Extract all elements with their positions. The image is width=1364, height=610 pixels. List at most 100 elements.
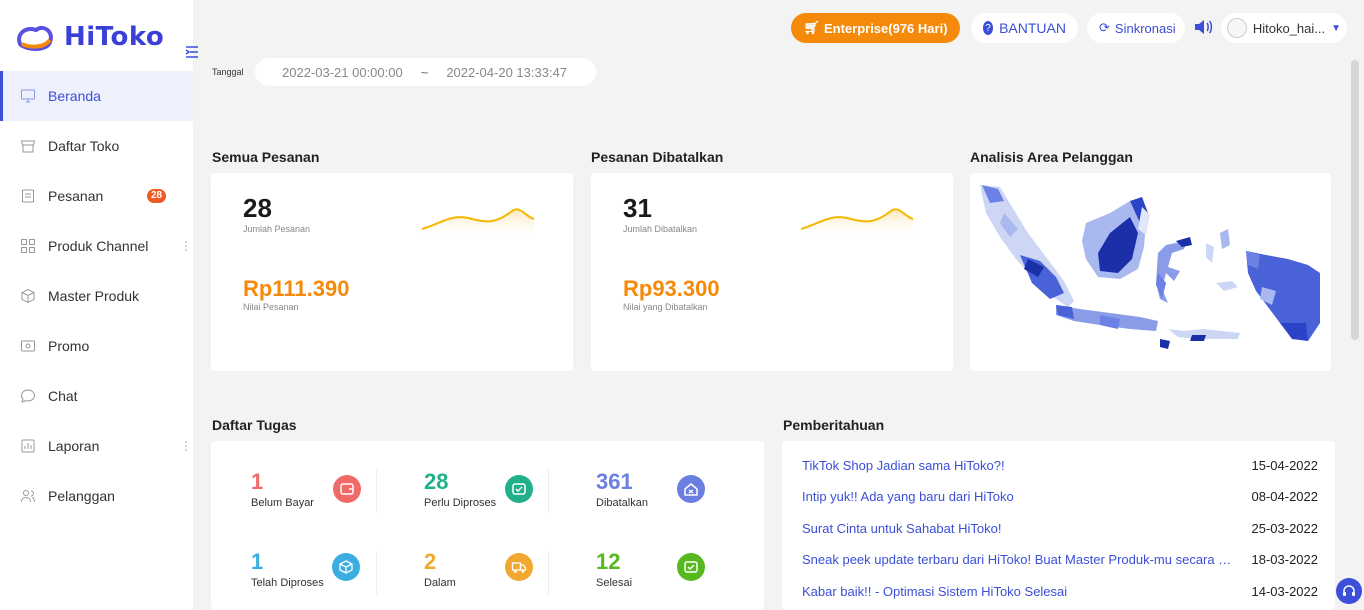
task-perlu-diproses[interactable]: 28 Perlu Diproses [424,469,534,519]
area-title: Analisis Area Pelanggan [970,149,1133,165]
date-start: 2022-03-21 00:00:00 [282,64,403,80]
sidebar-item-chat[interactable]: Chat [0,371,193,421]
store-icon [19,137,37,155]
sidebar-item-daftar-toko[interactable]: Daftar Toko [0,121,193,171]
notification-title[interactable]: Kabar baik!! - Optimasi Sistem HiToko Se… [802,584,1068,599]
sidebar-item-label: Chat [48,388,78,404]
orders-count: 28 [243,193,272,223]
notification-title[interactable]: Intip yuk!! Ada yang baru dari HiToko [802,489,1014,504]
task-dibatalkan[interactable]: 361 Dibatalkan [596,469,706,519]
wallet-icon [333,475,361,503]
sidebar-item-produk-channel[interactable]: Produk Channel ⋮ [0,221,193,271]
divider [548,551,549,595]
task-label: Perlu Diproses [424,497,497,509]
notification-title[interactable]: Sneak peek update terbaru dari HiToko! B… [802,552,1242,567]
notification-date: 18-03-2022 [1251,552,1319,567]
sidebar-item-label: Promo [48,338,90,354]
box-icon [332,553,360,581]
task-label: Dalam [424,577,456,589]
sidebar-item-label: Master Produk [48,288,140,304]
enterprise-label: Enterprise(976 Hari) [823,20,948,36]
user-menu[interactable]: Hitoko_hai... ▼ [1221,13,1347,43]
support-headset-icon[interactable] [1336,578,1362,604]
sync-icon: ⟳ [1099,20,1110,35]
sync-button[interactable]: ⟳ Sinkronasi [1087,13,1185,43]
package-icon [505,475,533,503]
sidebar-item-pesanan[interactable]: Pesanan 28 [0,171,193,221]
orders-card: 28 Jumlah Pesanan Rp111.390 Nilai Pesana… [211,173,573,371]
divider [376,551,377,595]
help-button[interactable]: ? BANTUAN [971,13,1078,43]
collapse-menu-icon[interactable] [185,45,199,64]
order-icon [19,187,37,205]
task-telah-diproses[interactable]: 1 Telah Diproses [251,549,361,599]
indonesia-map [980,185,1320,349]
date-end: 2022-04-20 13:33:47 [446,64,568,80]
sidebar: HiToko Beranda Daftar Toko Pesanan 28 Pr… [0,0,198,610]
notification-title[interactable]: TikTok Shop Jadian sama HiToko?! [802,458,1005,473]
divider [548,469,549,513]
tasks-title: Daftar Tugas [212,417,297,433]
cancelled-value-label: Nilai yang Dibatalkan [623,302,708,312]
task-count: 12 [596,549,621,574]
more-dots-icon[interactable]: ⋮ [180,439,192,453]
cancelled-card: 31 Jumlah Dibatalkan Rp93.300 Nilai yang… [591,173,953,371]
grid-icon [19,237,37,255]
cart-icon: 🛒︎ [803,20,820,35]
notifications-card: TikTok Shop Jadian sama HiToko?! 15-04-2… [782,441,1335,610]
caret-down-icon: ▼ [1331,22,1341,34]
chat-icon [19,387,37,405]
area-map-card [970,173,1331,371]
user-name: Hitoko_hai... [1252,20,1326,36]
speaker-icon[interactable] [1193,18,1213,41]
logo[interactable]: HiToko [14,22,164,52]
hitoko-logo-icon [17,25,53,51]
notification-item[interactable]: Sneak peek update terbaru dari HiToko! B… [802,544,1318,575]
notification-item[interactable]: Surat Cinta untuk Sahabat HiToko! 25-03-… [802,513,1318,544]
truck-icon [505,553,533,581]
notification-date: 14-03-2022 [1251,584,1319,599]
task-belum-bayar[interactable]: 1 Belum Bayar [251,469,361,519]
cancelled-title: Pesanan Dibatalkan [591,149,724,165]
avatar [1227,18,1247,38]
box-icon [19,287,37,305]
task-label: Belum Bayar [251,497,314,509]
sync-label: Sinkronasi [1114,20,1176,36]
task-dalam-pengiriman[interactable]: 2 Dalam [424,549,534,609]
tasks-card: 1 Belum Bayar 28 Perlu Diproses 361 Diba… [211,441,764,610]
sidebar-item-label: Pesanan [48,188,104,204]
cancelled-sparkline [801,208,913,239]
date-range-picker[interactable]: 2022-03-21 00:00:00 ~ 2022-04-20 13:33:4… [255,58,596,86]
task-count: 2 [424,549,437,574]
enterprise-button[interactable]: 🛒︎ Enterprise(976 Hari) [791,13,960,43]
sidebar-item-master-produk[interactable]: Master Produk [0,271,193,321]
notification-title[interactable]: Surat Cinta untuk Sahabat HiToko! [802,521,1002,536]
promo-icon [19,337,37,355]
task-label: Selesai [596,577,633,589]
orders-sparkline [422,208,534,239]
pesanan-badge: 28 [147,189,167,203]
orders-value: Rp111.390 [243,276,350,301]
notification-item[interactable]: Intip yuk!! Ada yang baru dari HiToko 08… [802,481,1318,512]
sidebar-item-beranda[interactable]: Beranda [0,71,193,121]
sidebar-item-laporan[interactable]: Laporan ⋮ [0,421,193,471]
sidebar-item-label: Produk Channel [48,238,149,254]
notifications-title: Pemberitahuan [783,417,885,433]
notification-date: 25-03-2022 [1251,521,1319,536]
task-selesai[interactable]: 12 Selesai [596,549,706,599]
task-count: 1 [251,549,264,574]
more-dots-icon[interactable]: ⋮ [180,239,192,253]
page-scrollbar[interactable] [1351,60,1359,340]
task-count: 1 [251,469,264,494]
notification-date: 08-04-2022 [1251,489,1319,504]
sidebar-item-label: Daftar Toko [48,138,120,154]
notification-item[interactable]: Kabar baik!! - Optimasi Sistem HiToko Se… [802,576,1318,607]
sidebar-item-promo[interactable]: Promo [0,321,193,371]
task-count: 361 [596,469,633,494]
sidebar-item-pelanggan[interactable]: Pelanggan [0,471,193,521]
cancelled-count-label: Jumlah Dibatalkan [623,224,698,234]
help-label: BANTUAN [999,20,1066,36]
notification-item[interactable]: TikTok Shop Jadian sama HiToko?! 15-04-2… [802,450,1318,481]
brand-name: HiToko [64,22,165,52]
monitor-icon [19,87,37,105]
